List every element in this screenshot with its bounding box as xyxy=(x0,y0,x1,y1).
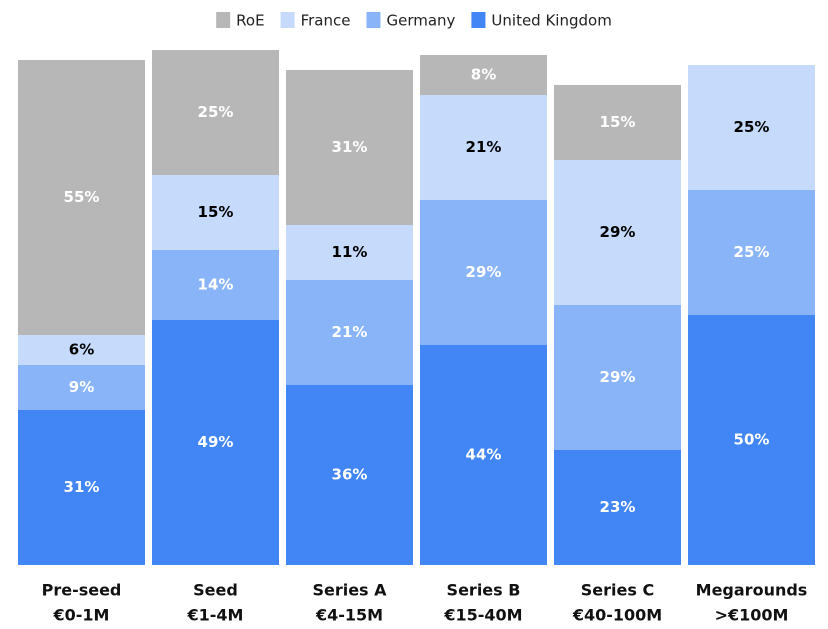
legend-label: Germany xyxy=(386,12,455,30)
value-label: 25% xyxy=(734,243,770,261)
bar-segment xyxy=(420,200,547,345)
value-label: 21% xyxy=(466,138,502,156)
legend-swatch xyxy=(471,12,486,28)
value-label: 29% xyxy=(600,223,636,241)
legend-swatch xyxy=(366,12,381,28)
value-label: 44% xyxy=(466,446,502,464)
value-label: 23% xyxy=(600,498,636,516)
bar-segment xyxy=(152,50,279,175)
bar-segment xyxy=(554,85,681,160)
value-label: 55% xyxy=(64,188,100,206)
value-label: 31% xyxy=(332,138,368,156)
bar-segment xyxy=(554,305,681,450)
bar-segment xyxy=(688,315,815,565)
x-tick-label: Megarounds xyxy=(696,581,808,600)
value-label: 6% xyxy=(69,341,94,359)
value-label: 25% xyxy=(198,103,234,121)
bar-segment xyxy=(286,225,413,280)
bar-segment xyxy=(286,280,413,385)
x-tick-label: €0-1M xyxy=(53,606,110,625)
bar-segment xyxy=(18,335,145,365)
bar-segment xyxy=(18,60,145,335)
x-tick-label: Series C xyxy=(581,581,654,600)
value-label: 29% xyxy=(600,368,636,386)
value-label: 14% xyxy=(198,276,234,294)
bar-segment xyxy=(554,450,681,565)
bar-segment xyxy=(420,55,547,95)
bar-segment xyxy=(688,190,815,315)
value-label: 15% xyxy=(600,113,636,131)
value-label: 29% xyxy=(466,263,502,281)
value-label: 9% xyxy=(69,378,94,396)
x-tick-label: Series A xyxy=(312,581,387,600)
x-tick-label: >€100M xyxy=(715,606,789,625)
bar-segment xyxy=(152,320,279,565)
value-label: 25% xyxy=(734,118,770,136)
legend-label: United Kingdom xyxy=(491,12,611,30)
bar-segment xyxy=(286,385,413,565)
bar-segment xyxy=(420,95,547,200)
bar-segment xyxy=(420,345,547,565)
bar-segment xyxy=(152,250,279,320)
value-label: 8% xyxy=(471,66,496,84)
value-label: 11% xyxy=(332,243,368,261)
value-label: 50% xyxy=(734,431,770,449)
bar-segment xyxy=(286,70,413,225)
legend-label: France xyxy=(301,12,351,30)
bar-segment xyxy=(688,65,815,190)
value-label: 31% xyxy=(64,478,100,496)
legend-swatch xyxy=(216,12,231,28)
legend-label: RoE xyxy=(236,12,264,30)
x-tick-label: €1-4M xyxy=(187,606,244,625)
x-tick-label: €15-40M xyxy=(443,606,522,625)
legend-swatch xyxy=(280,12,295,28)
value-label: 15% xyxy=(198,203,234,221)
bar-segment xyxy=(152,175,279,250)
x-tick-label: €40-100M xyxy=(572,606,662,625)
bar-segment xyxy=(554,160,681,305)
bar-segment xyxy=(18,365,145,410)
value-label: 21% xyxy=(332,323,368,341)
bar-segment xyxy=(18,410,145,565)
x-tick-label: €4-15M xyxy=(315,606,383,625)
value-label: 49% xyxy=(198,433,234,451)
x-tick-label: Seed xyxy=(193,581,238,600)
legend: RoE France Germany United Kingdom xyxy=(216,12,612,30)
value-label: 36% xyxy=(332,466,368,484)
x-tick-label: Series B xyxy=(447,581,521,600)
x-tick-label: Pre-seed xyxy=(42,581,122,600)
